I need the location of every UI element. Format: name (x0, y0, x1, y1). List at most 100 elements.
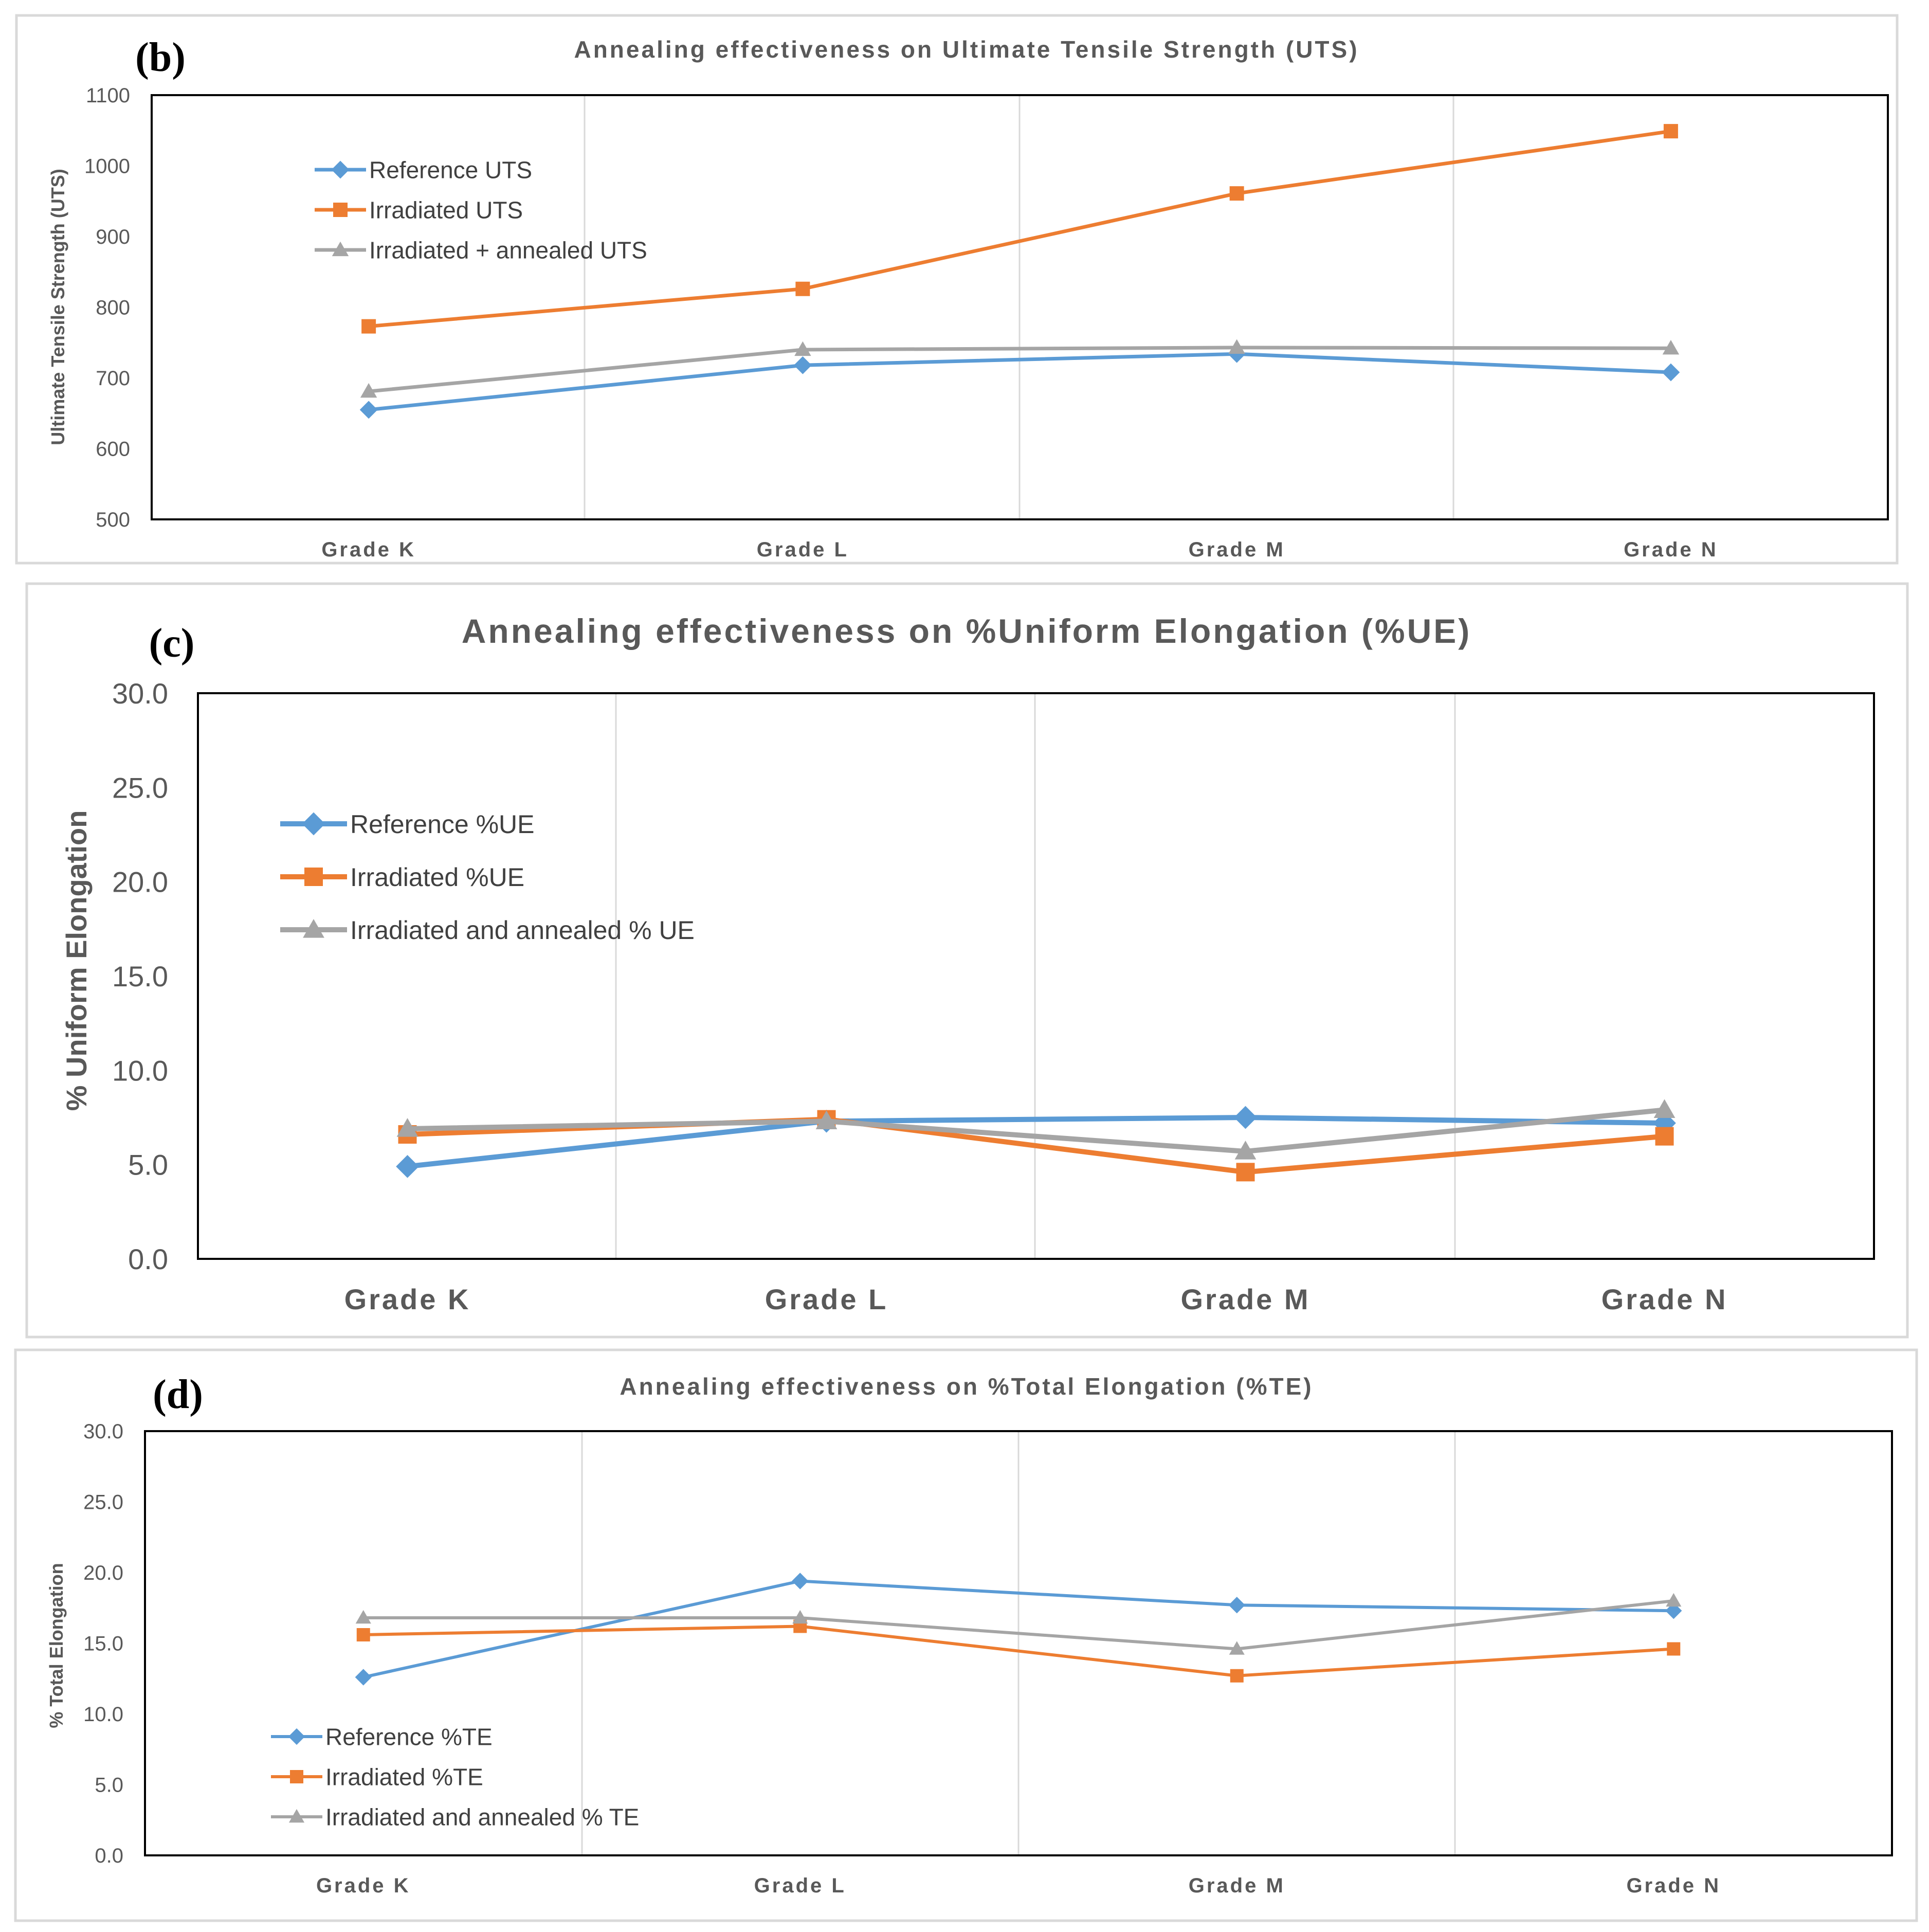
data-point (1662, 340, 1680, 355)
series-line (361, 1599, 1676, 1651)
plot-area-border (144, 1430, 1893, 1856)
series-line (367, 352, 1673, 412)
data-point (1228, 339, 1245, 354)
y-tick-label: 0.0 (128, 1243, 168, 1275)
y-tick-label: 5.0 (128, 1149, 168, 1181)
data-point (355, 1669, 372, 1686)
y-axis-label: % Uniform Elongation (60, 810, 93, 1111)
data-point (792, 1573, 809, 1590)
chart-title: Annealing effectiveness on Ultimate Tens… (574, 36, 1359, 63)
legend-label: Reference %TE (325, 1724, 493, 1750)
x-category-label: Grade M (1189, 538, 1285, 561)
data-point (360, 383, 377, 398)
x-category-label: Grade N (1626, 1874, 1721, 1897)
data-point (1236, 1163, 1255, 1182)
chart-title: Annealing effectiveness on %Uniform Elon… (462, 612, 1472, 650)
series-line (367, 346, 1673, 393)
plot-area-border (151, 94, 1889, 520)
data-point (1234, 1141, 1257, 1160)
legend-label: Reference UTS (369, 157, 532, 184)
series-irradiated (361, 124, 1678, 334)
y-tick-label: 25.0 (83, 1491, 123, 1514)
data-point (1666, 1593, 1682, 1607)
legend-item-annealed: Irradiated and annealed % UE (280, 916, 695, 945)
y-tick-label: 600 (96, 438, 130, 461)
legend-label: Reference %UE (350, 810, 535, 839)
y-tick-label: 500 (96, 509, 130, 531)
x-category-label: Grade L (757, 538, 849, 561)
x-category-label: Grade L (765, 1283, 888, 1315)
y-tick-label: 30.0 (83, 1420, 123, 1443)
data-point (794, 341, 811, 356)
x-category-label: Grade N (1624, 538, 1718, 561)
legend-item-irradiated: Irradiated %UE (280, 863, 524, 892)
x-category-label: Grade K (321, 538, 416, 561)
legend-item-annealed: Irradiated + annealed UTS (315, 237, 647, 264)
legend-item-reference: Reference UTS (315, 157, 532, 184)
y-tick-label: 15.0 (112, 960, 168, 992)
legend-label: Irradiated + annealed UTS (369, 237, 647, 264)
data-point (1655, 1127, 1674, 1146)
legend-swatch-marker (288, 1809, 305, 1823)
legend-label: Irradiated %TE (325, 1764, 483, 1791)
legend-swatch-marker (304, 868, 323, 886)
data-point (396, 1155, 419, 1178)
data-point (356, 1628, 370, 1641)
panel-label: (d) (153, 1372, 203, 1417)
data-point (815, 1110, 838, 1129)
y-tick-label: 30.0 (112, 677, 168, 710)
plot-area-border (197, 692, 1875, 1260)
legend-label: Irradiated and annealed % UE (350, 916, 695, 945)
data-point (1229, 1641, 1245, 1655)
series-annealed (396, 1099, 1676, 1160)
legend: Reference %TE Irradiated %TE Irradiated an… (271, 1724, 639, 1831)
y-tick-label: 800 (96, 297, 130, 319)
y-axis-label: Ultimate Tensile Strength (UTS) (47, 169, 68, 445)
data-point (361, 319, 376, 334)
y-tick-label: 25.0 (112, 771, 168, 804)
panel-border (25, 582, 1909, 1339)
panel-border (15, 14, 1899, 565)
legend-swatch-marker (332, 241, 349, 257)
x-category-label: Grade M (1180, 1283, 1310, 1315)
data-point (792, 1610, 808, 1624)
y-tick-label: 5.0 (95, 1774, 123, 1797)
y-tick-label: 1000 (84, 155, 130, 178)
series-reference (359, 345, 1680, 419)
legend-item-irradiated: Irradiated UTS (315, 197, 523, 224)
legend-swatch-marker (333, 203, 348, 217)
y-tick-label: 10.0 (112, 1054, 168, 1087)
series-line (405, 1115, 1667, 1169)
data-point (1667, 1642, 1681, 1656)
legend-label: Irradiated %UE (350, 863, 524, 892)
data-point (1228, 345, 1246, 363)
data-point (1653, 1111, 1676, 1135)
x-category-label: Grade M (1189, 1874, 1285, 1897)
data-point (1663, 124, 1678, 139)
x-category-label: Grade N (1602, 1283, 1728, 1315)
data-point (1234, 1106, 1257, 1129)
series-line (405, 1107, 1667, 1154)
series-line (361, 1624, 1676, 1677)
legend-swatch-marker (302, 812, 325, 836)
data-point (355, 1610, 371, 1624)
x-category-label: Grade K (316, 1874, 411, 1897)
y-tick-label: 700 (96, 367, 130, 390)
chart-panel-2: 0.0 5.0 10.0 15.0 20.0 25.0 30.0 Grade K Grade L… (25, 582, 1909, 1339)
legend-item-annealed: Irradiated and annealed % TE (271, 1804, 639, 1831)
legend-label: Irradiated UTS (369, 197, 523, 224)
y-tick-label: 10.0 (83, 1703, 123, 1726)
legend-swatch-marker (288, 1728, 305, 1745)
data-point (1228, 1597, 1245, 1614)
y-tick-label: 15.0 (83, 1633, 123, 1655)
data-point (795, 281, 810, 296)
panel-label: (c) (149, 621, 195, 666)
panel-label: (b) (135, 35, 186, 80)
y-tick-label: 900 (96, 226, 130, 248)
panel-border (14, 1348, 1918, 1922)
legend-item-reference: Reference %UE (280, 810, 535, 839)
data-point (396, 1118, 418, 1137)
legend-item-irradiated: Irradiated %TE (271, 1764, 483, 1791)
